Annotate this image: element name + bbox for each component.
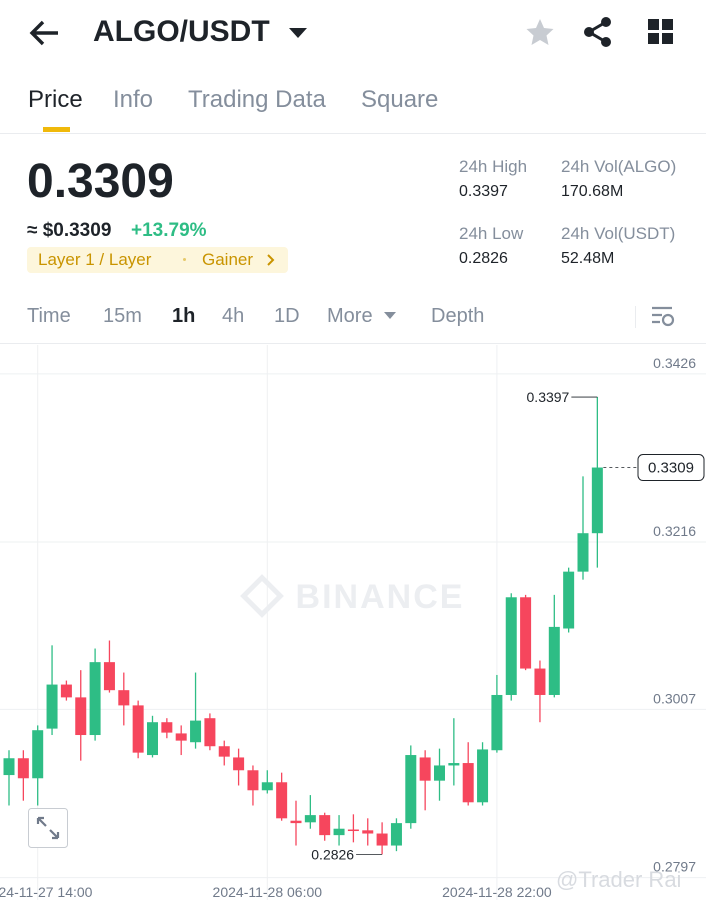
candle-body (161, 722, 173, 733)
stat-value: 0.2826 (459, 250, 508, 267)
candle-body (132, 705, 144, 753)
candle-body (17, 758, 29, 779)
approx-price: ≈ $0.3309 (27, 220, 112, 241)
last-price: 0.3309 (27, 155, 174, 208)
high-label: 0.3397 (527, 389, 570, 405)
candlestick-chart: 0.3426 0.3216 0.3007 0.2797 BINANCE 2024-11-2… (0, 345, 706, 900)
stat-label: 24h Vol(ALGO) (561, 157, 677, 176)
candle-body (118, 690, 130, 706)
divider (0, 133, 706, 134)
candle-body (448, 763, 460, 766)
candle-body (390, 823, 402, 846)
low-label: 0.2826 (311, 846, 354, 862)
candle-body (333, 828, 345, 836)
candle-body (32, 730, 44, 779)
tag-separator (183, 258, 186, 261)
chart-settings-icon[interactable] (650, 305, 676, 329)
interval[interactable]: 4h (222, 305, 245, 327)
candle-body (233, 757, 245, 771)
back-button[interactable] (28, 18, 62, 48)
tab-active[interactable]: Price (28, 86, 83, 113)
candle-body (175, 733, 187, 741)
candle-body (491, 694, 503, 751)
candle-body (477, 749, 489, 803)
candle-body (520, 597, 532, 669)
x-tick-label: 2024-11-27 14:00 (0, 884, 93, 900)
expand-button[interactable] (28, 808, 68, 848)
tag-bar (27, 247, 288, 273)
y-tick-label: 0.2797 (653, 859, 696, 875)
watermark: BINANCE (296, 578, 465, 616)
candle-body (89, 662, 101, 736)
candle-body (347, 829, 359, 832)
y-tick-label: 0.3216 (653, 523, 696, 539)
candle-body (46, 684, 58, 729)
tab-indicator (43, 127, 70, 132)
stat-label: 24h Vol(USDT) (561, 224, 676, 243)
stat-label: 24h High (459, 157, 528, 176)
interval[interactable]: Time (27, 305, 71, 327)
candle-body (362, 830, 374, 834)
candle-body (204, 718, 216, 747)
candle-body (261, 782, 273, 791)
candle-body (103, 662, 115, 691)
divider (635, 306, 636, 328)
candle-body (147, 722, 158, 756)
more-dropdown[interactable] (383, 311, 397, 321)
candle-body (276, 782, 288, 819)
stat-value: 170.68M (561, 183, 624, 200)
x-tick-label: 2024-11-28 22:00 (442, 884, 552, 900)
candle-body (290, 820, 302, 824)
interval[interactable]: Depth (431, 305, 485, 327)
candle-body (247, 770, 259, 791)
candle-body (462, 763, 474, 803)
candle-body (577, 533, 589, 572)
y-tick-label: 0.3426 (653, 355, 696, 371)
watermark-logo (240, 574, 284, 618)
favorite-icon[interactable] (525, 17, 555, 47)
candle-body (548, 626, 560, 695)
stat-value: 0.3397 (459, 183, 508, 200)
price-change: +13.79% (131, 220, 207, 241)
y-tick-label: 0.3007 (653, 690, 696, 706)
candle-body (218, 746, 230, 757)
pair-title[interactable]: ALGO/USDT (93, 15, 270, 48)
interval-active[interactable]: 1h (172, 305, 196, 327)
candle-body (534, 668, 546, 695)
tab[interactable]: Trading Data (188, 86, 326, 113)
x-tick-label: 2024-11-28 06:00 (213, 884, 323, 900)
tag[interactable]: Gainer (202, 250, 254, 269)
candle-body (190, 720, 202, 743)
candle-body (319, 815, 331, 836)
tab[interactable]: Square (361, 86, 439, 113)
candle-body (304, 815, 316, 823)
candle-body (3, 758, 15, 776)
divider (0, 343, 706, 344)
credit: @Trader Rai (556, 867, 681, 892)
candle-body (75, 697, 87, 736)
tag[interactable]: Layer 1 / Layer (38, 250, 152, 269)
candle-body (376, 833, 388, 846)
interval[interactable]: More (327, 305, 373, 327)
candle-body (505, 597, 517, 695)
interval[interactable]: 1D (274, 305, 300, 327)
stat-label: 24h Low (459, 224, 524, 243)
candle-body (419, 757, 431, 781)
stat-value: 52.48M (561, 250, 615, 267)
pair-dropdown[interactable] (288, 26, 308, 40)
candle-body (591, 467, 603, 534)
interval[interactable]: 15m (103, 305, 142, 327)
candle-body (60, 684, 72, 698)
last-price-box (637, 454, 705, 482)
candle-body (405, 755, 417, 824)
layout-icon[interactable] (648, 19, 674, 45)
tab[interactable]: Info (113, 86, 154, 113)
candle-body (563, 571, 575, 629)
candle-body (434, 765, 445, 781)
share-icon[interactable] (582, 16, 614, 48)
last-price-label: 0.3309 (648, 460, 694, 477)
tag-arrow (267, 254, 275, 266)
